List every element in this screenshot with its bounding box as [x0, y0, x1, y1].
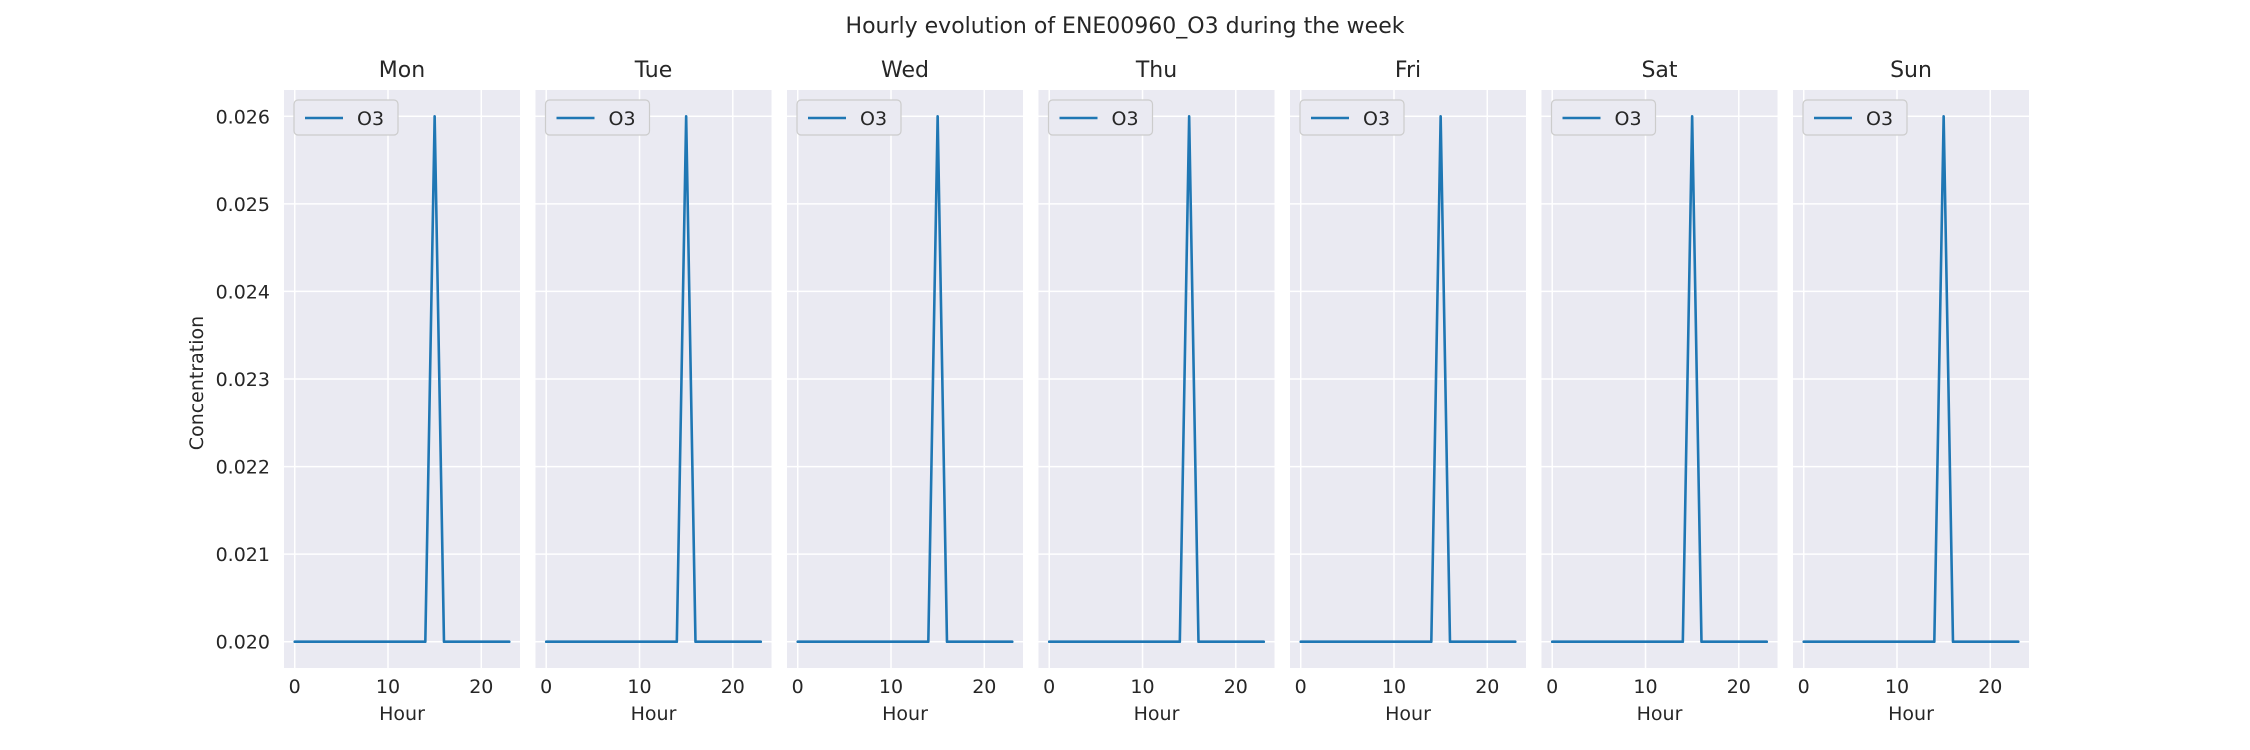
legend-label: O3 — [1866, 108, 1893, 130]
series-line-o3 — [1802, 114, 2020, 644]
x-tick-label: 20 — [972, 676, 996, 698]
y-tick-label: 0.024 — [216, 281, 270, 303]
legend-box — [293, 99, 399, 136]
x-tick-label: 10 — [627, 676, 651, 698]
x-tick-label: 20 — [1727, 676, 1751, 698]
panel-title: Fri — [1395, 58, 1421, 83]
y-tick-label: 0.026 — [216, 106, 270, 128]
x-tick-label: 20 — [1224, 676, 1248, 698]
y-tick-label: 0.020 — [216, 632, 270, 654]
legend: O3 — [1802, 99, 1908, 136]
legend-box — [1802, 99, 1908, 136]
legend-label: O3 — [860, 108, 887, 130]
x-axis-label: Hour — [631, 703, 677, 725]
legend-label: O3 — [1363, 108, 1390, 130]
x-tick-label: 20 — [1475, 676, 1499, 698]
x-tick-label: 0 — [289, 676, 301, 698]
series-line-o3 — [1299, 114, 1517, 644]
panel-sun: Sun 0 10 20 Hour O3 — [1793, 58, 2029, 725]
x-tick-label: 0 — [792, 676, 804, 698]
panel-sat: Sat 0 10 20 Hour O3 — [1541, 58, 1778, 725]
legend-box — [1550, 99, 1657, 136]
x-tick-label: 0 — [1295, 676, 1307, 698]
legend-label: O3 — [1615, 108, 1642, 130]
x-tick-label: 10 — [376, 676, 400, 698]
panel-fri: Fri 0 10 20 Hour O3 — [1290, 58, 1526, 725]
legend: O3 — [544, 99, 651, 136]
figure-title: Hourly evolution of ENE00960_O3 during t… — [846, 14, 1405, 39]
legend-label: O3 — [1112, 108, 1139, 130]
x-tick-label: 10 — [879, 676, 903, 698]
legend-label: O3 — [609, 108, 636, 130]
x-axis-label: Hour — [882, 703, 928, 725]
panel-thu: Thu 0 10 20 Hour O3 — [1038, 58, 1275, 725]
legend: O3 — [1047, 99, 1154, 136]
legend: O3 — [796, 99, 902, 136]
x-tick-label: 10 — [1130, 676, 1154, 698]
x-axis-label: Hour — [1888, 703, 1934, 725]
legend: O3 — [1550, 99, 1657, 136]
series-line-o3 — [796, 114, 1014, 644]
series-line-o3 — [544, 114, 763, 644]
series-line-o3 — [1047, 114, 1266, 644]
panel-title: Tue — [634, 58, 673, 83]
panel-mon: Mon 0 10 20 Hour 0.020 0.021 0.022 0.023 0.024 0.0… — [216, 58, 520, 725]
panel-title: Wed — [881, 58, 929, 83]
series-line-o3 — [293, 114, 511, 644]
legend-box — [1299, 99, 1405, 136]
subplot-grid: Mon 0 10 20 Hour 0.020 0.021 0.022 0.023 0.024 0.0… — [216, 58, 2029, 725]
panel-title: Mon — [379, 58, 425, 83]
x-tick-label: 20 — [469, 676, 493, 698]
x-tick-label: 0 — [1798, 676, 1810, 698]
series-line-o3 — [1550, 114, 1769, 644]
y-tick-label: 0.025 — [216, 194, 270, 216]
panel-wed: Wed 0 10 20 Hour O3 — [787, 58, 1023, 725]
legend-label: O3 — [357, 108, 384, 130]
x-tick-label: 10 — [1382, 676, 1406, 698]
panel-tue: Tue 0 10 20 Hour O3 — [535, 58, 772, 725]
panel-title: Sun — [1890, 58, 1932, 83]
x-axis-label: Hour — [379, 703, 425, 725]
x-axis-label: Hour — [1385, 703, 1431, 725]
y-tick-label: 0.022 — [216, 457, 270, 479]
legend: O3 — [293, 99, 399, 136]
y-tick-label: 0.023 — [216, 369, 270, 391]
x-tick-label: 0 — [1546, 676, 1558, 698]
x-tick-label: 10 — [1885, 676, 1909, 698]
legend-box — [544, 99, 651, 136]
y-axis-label: Concentration — [186, 316, 208, 450]
legend-box — [796, 99, 902, 136]
x-tick-label: 20 — [721, 676, 745, 698]
x-tick-label: 0 — [1043, 676, 1055, 698]
legend-box — [1047, 99, 1154, 136]
panel-title: Thu — [1135, 58, 1177, 83]
x-axis-label: Hour — [1134, 703, 1180, 725]
y-tick-label: 0.021 — [216, 544, 270, 566]
x-axis-label: Hour — [1637, 703, 1683, 725]
panel-title: Sat — [1641, 58, 1677, 83]
x-tick-label: 10 — [1633, 676, 1657, 698]
x-tick-label: 20 — [1978, 676, 2002, 698]
legend: O3 — [1299, 99, 1405, 136]
x-tick-label: 0 — [540, 676, 552, 698]
